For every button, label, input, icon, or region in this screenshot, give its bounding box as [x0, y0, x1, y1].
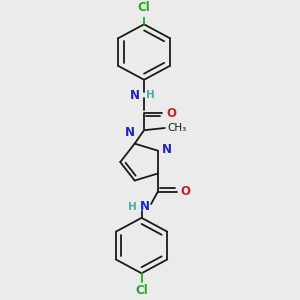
- Text: O: O: [180, 185, 190, 198]
- Text: N: N: [130, 88, 140, 101]
- Text: CH₃: CH₃: [167, 123, 187, 133]
- Text: N: N: [125, 126, 135, 139]
- Text: H: H: [146, 90, 154, 100]
- Text: N: N: [140, 200, 149, 213]
- Text: H: H: [128, 202, 137, 212]
- Text: O: O: [166, 106, 176, 119]
- Text: Cl: Cl: [135, 284, 148, 297]
- Text: Cl: Cl: [138, 1, 150, 14]
- Text: N: N: [161, 143, 172, 156]
